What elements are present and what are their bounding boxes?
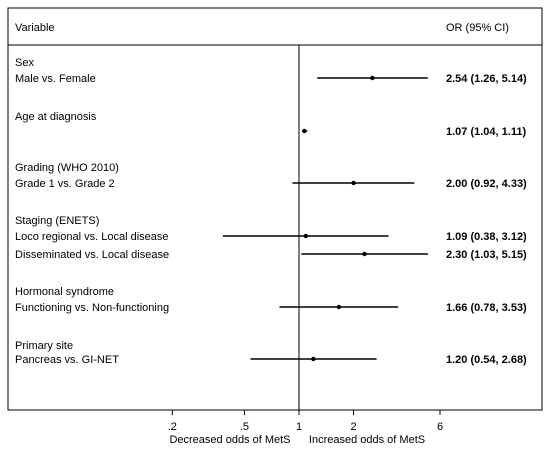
row-label: Loco regional vs. Local disease bbox=[15, 231, 168, 243]
row-label: Pancreas vs. GI-NET bbox=[15, 354, 119, 366]
header-estimate: OR (95% CI) bbox=[446, 22, 509, 34]
point-estimate bbox=[336, 304, 342, 310]
row-label: Disseminated vs. Local disease bbox=[15, 249, 169, 261]
point-estimate bbox=[362, 251, 367, 257]
row-label: Functioning vs. Non-functioning bbox=[15, 302, 169, 314]
axis-tick-label: 6 bbox=[437, 421, 443, 433]
estimate-text: 2.54 (1.26, 5.14) bbox=[446, 73, 527, 85]
header-variable: Variable bbox=[15, 22, 55, 34]
axis-tick-label: .2 bbox=[168, 421, 177, 433]
xlabel-right: Increased odds of MetS bbox=[309, 434, 425, 446]
point-estimate bbox=[303, 233, 308, 239]
point-estimate bbox=[311, 356, 316, 362]
estimate-text: 1.07 (1.04, 1.11) bbox=[446, 126, 526, 138]
point-estimate bbox=[302, 128, 307, 134]
group-title: Staging (ENETS) bbox=[15, 215, 99, 227]
plot-frame bbox=[7, 7, 543, 411]
row-label: Grade 1 vs. Grade 2 bbox=[15, 178, 115, 190]
axis-tick-label: 1 bbox=[296, 421, 302, 433]
axis-tick-label: .5 bbox=[240, 421, 249, 433]
estimate-text: 2.30 (1.03, 5.15) bbox=[446, 249, 527, 261]
row-label: Male vs. Female bbox=[15, 73, 96, 85]
estimate-text: 1.20 (0.54, 2.68) bbox=[446, 354, 527, 366]
group-title: Grading (WHO 2010) bbox=[15, 162, 119, 174]
point-estimate bbox=[351, 180, 356, 186]
xlabel-left: Decreased odds of MetS bbox=[169, 434, 290, 446]
group-title: Age at diagnosis bbox=[15, 111, 97, 123]
estimate-text: 1.09 (0.38, 3.12) bbox=[446, 231, 527, 243]
axis-tick-label: 2 bbox=[350, 421, 356, 433]
group-title: Hormonal syndrome bbox=[15, 286, 114, 298]
estimate-text: 2.00 (0.92, 4.33) bbox=[446, 178, 527, 190]
group-title: Primary site bbox=[15, 340, 73, 352]
estimate-text: 1.66 (0.78, 3.53) bbox=[446, 302, 527, 314]
point-estimate bbox=[370, 75, 375, 81]
group-title: Sex bbox=[15, 57, 34, 69]
